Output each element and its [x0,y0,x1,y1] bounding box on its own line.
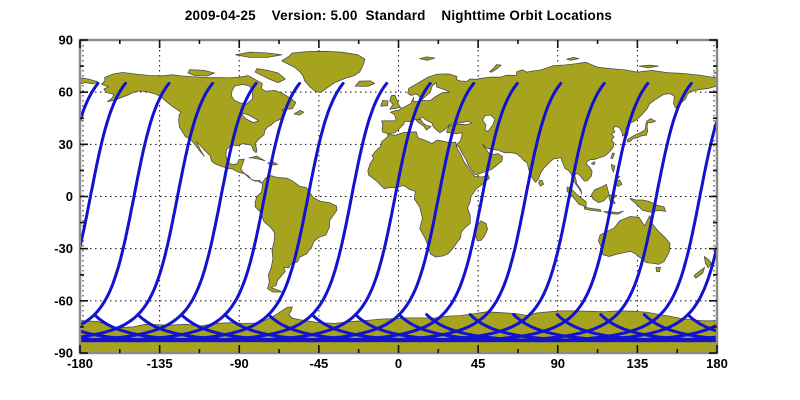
land-svalbard [419,56,436,61]
land-new-siberian-islands [638,64,659,69]
orbit-track [80,81,127,254]
land-baffin-island [254,68,286,83]
x-axis-label: -135 [147,356,173,371]
x-axis-label: 45 [471,356,485,371]
lake-caspian-sea [482,114,496,132]
orbit-track [267,81,606,343]
land-ellesmere-island [235,51,283,58]
y-axis-label: -90 [54,346,73,361]
land-new-zealand-north [703,256,712,269]
land-africa [367,131,490,258]
y-axis-label: -60 [54,293,73,308]
land-cuba [248,155,266,162]
land-taiwan [610,152,615,159]
land-sri-lanka [538,179,544,187]
x-axis-label: 135 [627,356,649,371]
land-novaya-zemlya [489,64,502,73]
y-axis-label: -30 [54,241,73,256]
y-axis-label: 60 [59,85,73,100]
y-axis-label: 30 [59,137,73,152]
land-borneo [591,183,610,203]
x-axis-label: 180 [706,356,728,371]
land-tasmania [655,267,661,273]
land-java [583,206,602,212]
land-japan [626,118,656,143]
lake-baltic-sea [421,82,451,101]
orbit-track [686,313,717,333]
land-greenland [281,50,366,93]
land-britain [389,94,401,110]
x-axis-label: 0 [395,356,402,371]
land-australia [598,215,671,265]
land-luzon [611,163,616,173]
x-axis-label: -90 [230,356,249,371]
orbit-track [775,83,800,340]
orbit-tracks [0,81,800,343]
axis-labels: -180 -135 -90 -45 0 45 90 135 180 90 60 30 0 -30 -60 -9… [54,33,728,372]
axis-ticks [79,39,718,354]
orbit-track [0,83,54,340]
x-axis-label: -180 [67,356,93,371]
orbit-track [642,313,717,341]
land-victoria-island [187,69,215,77]
orbit-track [80,81,171,327]
orbit-track [731,83,800,340]
land-new-zealand-south [693,267,705,279]
lake-great-lakes [242,112,260,123]
land-hainan [591,161,596,166]
orbit-track [397,115,717,343]
orbit-track [354,81,693,343]
land-ireland [380,100,389,107]
land-new-guinea [629,197,667,213]
orbit-track [0,83,11,340]
land-south-america [254,175,338,293]
plot-title: 2009-04-25 Version: 5.00 Standard Nightt… [184,8,613,23]
orbit-track [80,81,100,126]
y-axis-label: 0 [66,189,73,204]
x-axis-label: 90 [551,356,565,371]
land-chukotka-west-of-dateline [80,77,99,85]
land-north-america [101,72,297,184]
land-severnaya-zemlya [566,57,580,61]
orbit-track [310,81,650,343]
land-newfoundland [293,110,305,116]
y-axis-label: 90 [59,33,73,48]
land-iceland [354,80,375,87]
land-lesser-sunda [603,210,624,215]
x-axis-label: -45 [310,356,329,371]
